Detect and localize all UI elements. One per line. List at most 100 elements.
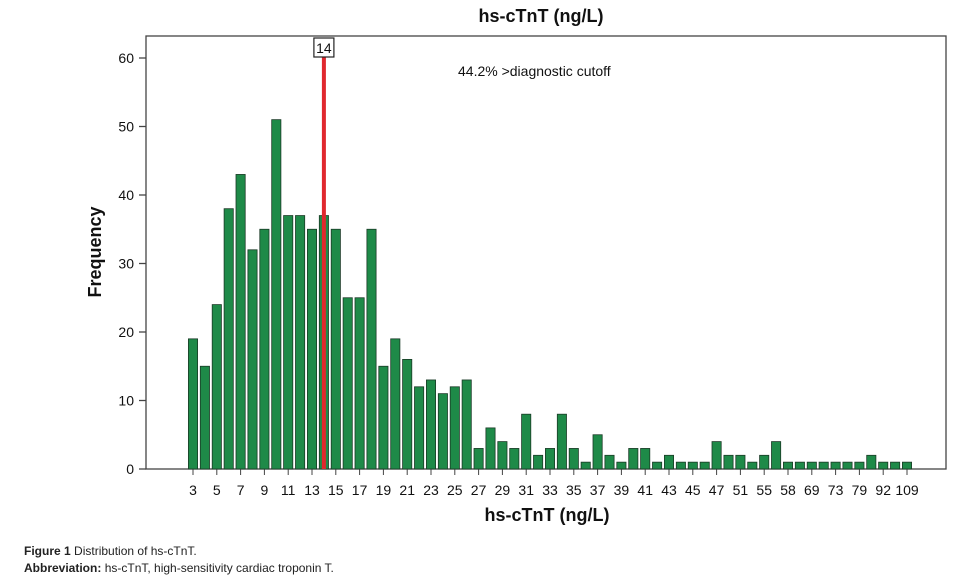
x-tick-label: 11 [281,482,296,498]
x-tick-label: 55 [756,482,772,498]
chart-title: hs-cTnT (ng/L) [479,6,604,26]
histogram-bar [199,365,210,470]
x-tick-label: 5 [213,482,221,498]
histogram-bar [723,454,734,470]
histogram-bar [735,454,746,470]
histogram-bar [794,461,805,470]
histogram-bar [545,448,556,470]
x-tick-label: 35 [566,482,582,498]
abbreviation-caption: Abbreviation: hs-cTnT, high-sensitivity … [24,561,334,575]
cutoff-label: 14 [316,40,332,56]
histogram-bar [711,441,722,470]
histogram-bar [461,379,472,470]
histogram-bar [354,297,365,470]
figure-label: Figure 1 [24,544,71,558]
histogram-bar [866,454,877,470]
histogram-bar [580,461,591,470]
x-tick-label: 109 [895,482,919,498]
histogram-bar [652,461,663,470]
x-tick-label: 58 [780,482,796,498]
x-axis-label: hs-cTnT (ng/L) [485,505,610,525]
x-tick-label: 39 [614,482,630,498]
x-tick-label: 27 [471,482,487,498]
histogram-bar [592,434,603,470]
histogram-bar [675,461,686,470]
abbreviation-text: hs-cTnT, high-sensitivity cardiac tropon… [104,561,334,575]
histogram-bar [699,461,710,470]
x-tick-label: 17 [352,482,368,498]
histogram-bar [890,461,901,470]
histogram-bar [330,228,341,470]
x-tick-label: 23 [423,482,439,498]
histogram-bar [187,338,198,470]
histogram-bar [664,454,675,470]
abbreviation-label: Abbreviation: [24,561,102,575]
x-tick-label: 9 [261,482,269,498]
x-tick-label: 15 [328,482,344,498]
histogram-bar [497,441,508,470]
y-tick-label: 30 [118,256,134,272]
x-tick-label: 73 [828,482,844,498]
x-tick-label: 13 [304,482,320,498]
x-tick-label: 37 [590,482,606,498]
histogram-bar [806,461,817,470]
figure-caption: Figure 1 Distribution of hs-cTnT. [24,544,197,558]
y-tick-label: 40 [118,187,134,203]
y-tick-label: 20 [118,324,134,340]
histogram-bar [366,228,377,470]
histogram-bar [437,393,448,470]
histogram-bar [616,461,627,470]
histogram-bar [533,454,544,470]
histogram-bar [425,379,436,470]
x-tick-label: 25 [447,482,463,498]
x-tick-label: 92 [875,482,891,498]
cutoff-marker: 14 [313,37,335,469]
histogram-bar [783,461,794,470]
histogram-bar [271,119,282,470]
histogram-bar [449,386,460,470]
histogram-bar [283,215,294,470]
x-tick-label: 43 [661,482,677,498]
x-tick-label: 7 [237,482,245,498]
x-tick-label: 79 [852,482,868,498]
histogram-bar [747,461,758,470]
y-tick-label: 0 [126,461,134,477]
histogram-bar [759,454,770,470]
histogram-bar [306,228,317,470]
histogram-chart: hs-cTnT (ng/L) 0 10 20 30 40 50 60 3 5 7 9 11 13 15 1… [85,6,947,525]
x-tick-label: 45 [685,482,701,498]
x-tick-label: 33 [542,482,558,498]
x-tick-label: 47 [709,482,725,498]
histogram-bar [378,365,389,470]
histogram-bar [223,208,234,470]
histogram-bar [604,454,615,470]
histogram-bar [878,461,889,470]
histogram-bar [485,427,496,470]
histogram-bar [295,215,306,470]
x-tick-label: 21 [399,482,415,498]
x-tick-label: 41 [637,482,653,498]
histogram-bar [342,297,353,470]
y-tick-label: 10 [118,393,134,409]
histogram-bar [211,304,222,470]
histogram-bar [390,338,401,470]
cutoff-annotation: 44.2% >diagnostic cutoff [458,63,611,79]
histogram-bar [628,448,639,470]
y-tick-label: 60 [118,50,134,66]
histogram-bar [830,461,841,470]
figure-text: Distribution of hs-cTnT. [74,544,197,558]
bar-series [187,119,913,470]
histogram-bar [568,448,579,470]
y-tick-label: 50 [118,119,134,135]
histogram-bar [640,448,651,470]
histogram-bar [902,461,913,470]
histogram-bar [402,358,413,470]
x-tick-label: 19 [376,482,392,498]
histogram-bar [521,413,532,470]
histogram-bar [509,448,520,470]
histogram-bar [842,461,853,470]
histogram-bar [687,461,698,470]
cutoff-label-box [313,37,335,58]
histogram-bar [473,448,484,470]
histogram-bar [854,461,865,470]
